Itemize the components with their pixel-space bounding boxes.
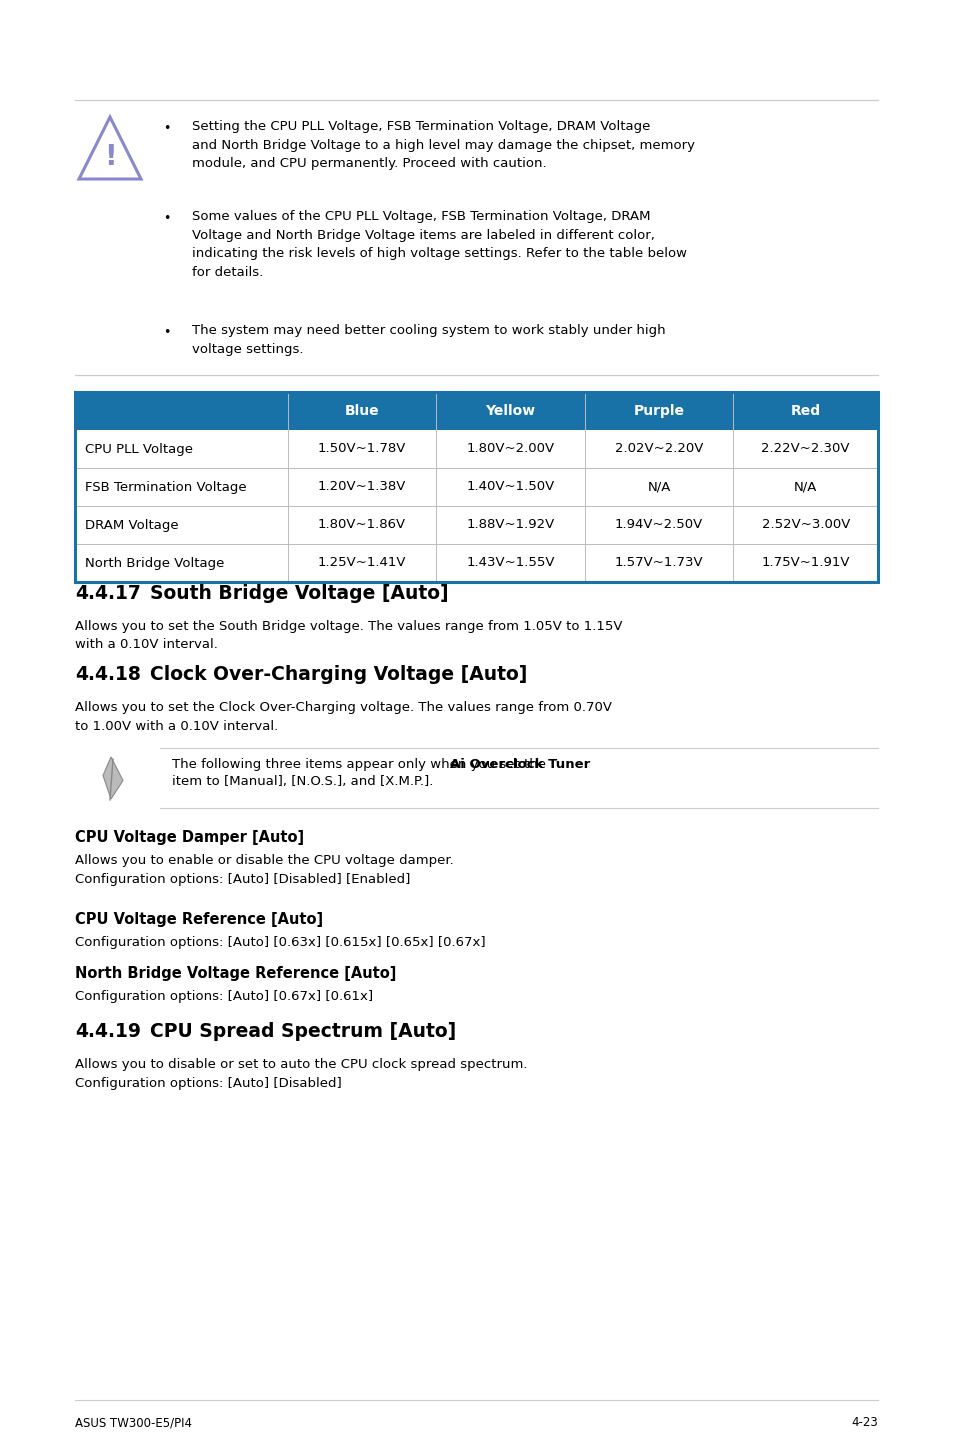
Bar	[75, 430, 877, 582]
Text: The system may need better cooling system to work stably under high
voltage sett: The system may need better cooling syste…	[192, 324, 665, 355]
Text: Setting the CPU PLL Voltage, FSB Termination Voltage, DRAM Voltage
and North Bri: Setting the CPU PLL Voltage, FSB Termina…	[192, 119, 695, 170]
Text: Allows you to enable or disable the CPU voltage damper.
Configuration options: [: Allows you to enable or disable the CPU …	[75, 854, 454, 886]
Text: 1.57V~1.73V: 1.57V~1.73V	[615, 557, 702, 569]
Text: 1.80V~1.86V: 1.80V~1.86V	[317, 519, 406, 532]
Text: North Bridge Voltage Reference [Auto]: North Bridge Voltage Reference [Auto]	[75, 966, 395, 981]
Text: Ai Overclock Tuner: Ai Overclock Tuner	[449, 758, 589, 771]
Text: 1.40V~1.50V: 1.40V~1.50V	[466, 480, 555, 493]
Text: The following three items appear only when you set the: The following three items appear only wh…	[172, 758, 550, 771]
Text: 4.4.19: 4.4.19	[75, 1022, 141, 1041]
Text: 2.22V~2.30V: 2.22V~2.30V	[760, 443, 849, 456]
Text: •: •	[163, 122, 171, 135]
Text: FSB Termination Voltage: FSB Termination Voltage	[85, 480, 247, 493]
Text: •: •	[163, 326, 171, 339]
Text: 4-23: 4-23	[850, 1416, 877, 1429]
Text: DRAM Voltage: DRAM Voltage	[85, 519, 178, 532]
Text: 4.4.18: 4.4.18	[75, 664, 141, 684]
Text: 4.4.17: 4.4.17	[75, 584, 141, 603]
Text: Some values of the CPU PLL Voltage, FSB Termination Voltage, DRAM
Voltage and No: Some values of the CPU PLL Voltage, FSB …	[192, 210, 686, 279]
Text: N/A: N/A	[647, 480, 670, 493]
Text: Configuration options: [Auto] [0.67x] [0.61x]: Configuration options: [Auto] [0.67x] [0…	[75, 989, 373, 1002]
Text: Yellow: Yellow	[485, 404, 536, 418]
Text: Purple: Purple	[633, 404, 684, 418]
Bar	[75, 393, 877, 582]
Text: Blue: Blue	[344, 404, 379, 418]
Text: South Bridge Voltage [Auto]: South Bridge Voltage [Auto]	[150, 584, 448, 603]
Text: 1.25V~1.41V: 1.25V~1.41V	[317, 557, 406, 569]
Text: Allows you to disable or set to auto the CPU clock spread spectrum.
Configuratio: Allows you to disable or set to auto the…	[75, 1058, 527, 1090]
Text: CPU Voltage Reference [Auto]: CPU Voltage Reference [Auto]	[75, 912, 323, 928]
Text: Red: Red	[790, 404, 820, 418]
Polygon shape	[103, 756, 123, 800]
Text: Configuration options: [Auto] [0.63x] [0.615x] [0.65x] [0.67x]: Configuration options: [Auto] [0.63x] [0…	[75, 936, 485, 949]
Text: 1.50V~1.78V: 1.50V~1.78V	[317, 443, 406, 456]
Text: N/A: N/A	[793, 480, 817, 493]
Text: 2.02V~2.20V: 2.02V~2.20V	[615, 443, 702, 456]
Text: Allows you to set the Clock Over-Charging voltage. The values range from 0.70V
t: Allows you to set the Clock Over-Chargin…	[75, 700, 612, 732]
Text: ASUS TW300-E5/PI4: ASUS TW300-E5/PI4	[75, 1416, 192, 1429]
Text: •: •	[163, 211, 171, 224]
Text: 1.94V~2.50V: 1.94V~2.50V	[615, 519, 702, 532]
Text: item to [Manual], [N.O.S.], and [X.M.P.].: item to [Manual], [N.O.S.], and [X.M.P.]…	[172, 775, 433, 788]
Text: 1.80V~2.00V: 1.80V~2.00V	[466, 443, 554, 456]
Text: 1.20V~1.38V: 1.20V~1.38V	[317, 480, 406, 493]
Text: Clock Over-Charging Voltage [Auto]: Clock Over-Charging Voltage [Auto]	[150, 664, 527, 684]
Text: 2.52V~3.00V: 2.52V~3.00V	[760, 519, 849, 532]
Text: CPU PLL Voltage: CPU PLL Voltage	[85, 443, 193, 456]
Text: CPU Spread Spectrum [Auto]: CPU Spread Spectrum [Auto]	[150, 1022, 456, 1041]
Text: !: !	[104, 142, 116, 171]
Text: 1.43V~1.55V: 1.43V~1.55V	[466, 557, 555, 569]
Text: North Bridge Voltage: North Bridge Voltage	[85, 557, 224, 569]
Bar	[75, 393, 877, 430]
Text: Allows you to set the South Bridge voltage. The values range from 1.05V to 1.15V: Allows you to set the South Bridge volta…	[75, 620, 622, 651]
Text: CPU Voltage Damper [Auto]: CPU Voltage Damper [Auto]	[75, 830, 304, 846]
Text: 1.88V~1.92V: 1.88V~1.92V	[466, 519, 555, 532]
Text: 1.75V~1.91V: 1.75V~1.91V	[760, 557, 849, 569]
